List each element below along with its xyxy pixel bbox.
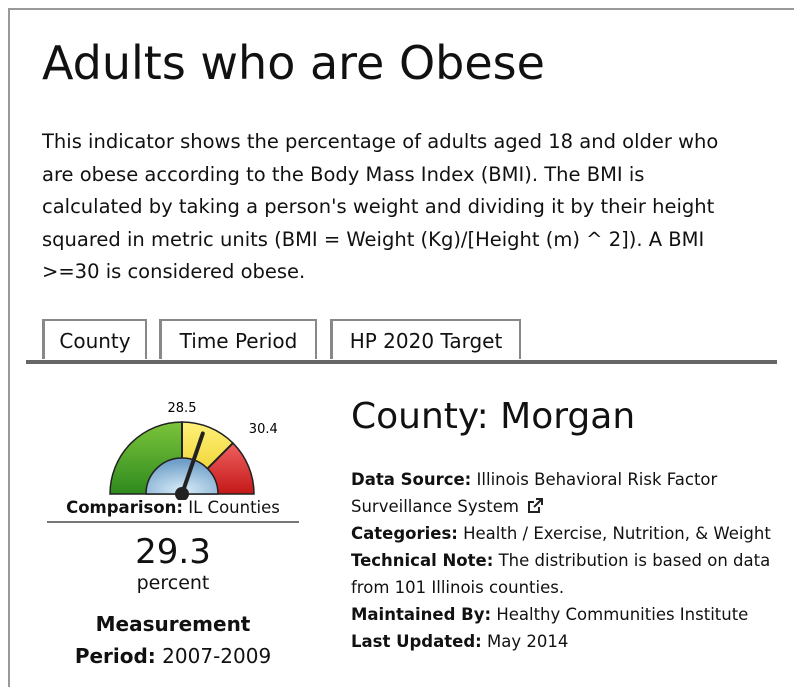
detail-label: Categories: (351, 524, 458, 543)
gauge-inner (145, 457, 219, 495)
detail-value: Illinois Behavioral Risk Factor Surveill… (351, 470, 718, 516)
description-line: are obese according to the Body Mass Ind… (42, 162, 645, 186)
measurement-period: Measurement Period: 2007-2009 (63, 608, 283, 672)
description-line: >=30 is considered obese. (42, 260, 306, 283)
value: 29.3 (135, 532, 211, 572)
external-link-icon (527, 498, 543, 513)
detail-item: Last Updated: May 2014 (351, 628, 771, 655)
tab[interactable]: HP 2020 Target (330, 319, 521, 359)
gauge-hub (175, 487, 189, 500)
tab[interactable]: County (42, 319, 147, 359)
detail-label: Maintained By: (351, 605, 492, 624)
content: Adults who are Obese This indicator show… (10, 10, 777, 687)
description-line: squared in metric units (BMI = Weight (K… (42, 227, 705, 251)
description-line: calculated by taking a person's weight a… (42, 195, 715, 218)
comparison-value: IL Counties (188, 498, 280, 517)
detail-item: Technical Note: The distribution is base… (351, 547, 771, 601)
details: Data Source: Illinois Behavioral Risk Fa… (351, 466, 771, 655)
detail-label: Last Updated: (351, 632, 482, 651)
detail-item: Data Source: Illinois Behavioral Risk Fa… (351, 466, 771, 520)
icon-box (527, 501, 540, 513)
gauge: 28.5 30.4 (109, 401, 278, 500)
unit: percent (136, 572, 210, 594)
detail-item: Maintained By: Healthy Communities Insti… (351, 601, 771, 628)
gauge-threshold (206, 442, 234, 470)
detail-item: Categories: Health / Exercise, Nutrition… (351, 520, 771, 547)
comparison: Comparison: IL Counties (47, 498, 299, 523)
detail-value: May 2014 (487, 632, 569, 651)
detail-value: The distribution is based on data from 1… (351, 551, 771, 597)
comparison-label: Comparison: (66, 498, 183, 517)
gauge-needle (180, 431, 205, 496)
icon-arrow (533, 498, 543, 508)
tab-bar: County Time Period HP 2020 Target (26, 314, 777, 364)
detail-value: Health / Exercise, Nutrition, & Weight (463, 524, 771, 543)
gauge-low-label: 28.5 (168, 401, 197, 416)
detail-value: Healthy Communities Institute (496, 605, 749, 624)
period-value: 2007-2009 (162, 644, 272, 668)
gauge-high-label: 30.4 (249, 422, 278, 437)
page-title: Adults who are Obese (42, 36, 545, 90)
content-frame: Adults who are Obese This indicator show… (8, 8, 794, 687)
description-line: This indicator shows the percentage of a… (42, 130, 719, 153)
location-title: County: Morgan (351, 396, 636, 437)
detail-label: Data Source: (351, 470, 472, 489)
detail-label: Technical Note: (351, 551, 494, 570)
description: This indicator shows the percentage of a… (42, 126, 718, 289)
tab[interactable]: Time Period (159, 319, 317, 359)
period-label: Measurement Period: (74, 612, 251, 668)
